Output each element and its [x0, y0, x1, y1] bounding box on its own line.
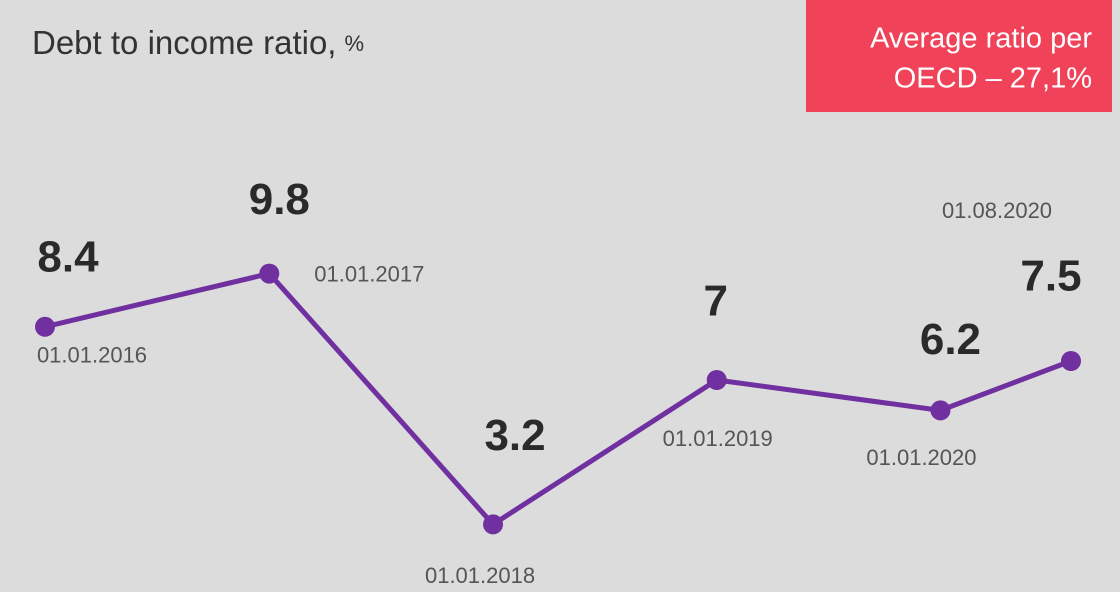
date-label: 01.01.2016 — [37, 343, 147, 368]
point — [706, 370, 727, 390]
annotation-line: Average ratio per — [870, 23, 1092, 55]
value-label: 9.8 — [249, 175, 310, 224]
point — [483, 514, 504, 535]
title-text: Debt to income ratio, — [32, 24, 336, 61]
annotation-line: OECD – 27,1% — [894, 63, 1092, 95]
chart-title: Debt to income ratio,% — [32, 24, 364, 61]
date-label: 01.01.2018 — [425, 563, 535, 588]
value-label: 6.2 — [920, 315, 981, 364]
value-label: 8.4 — [37, 232, 99, 281]
date-label: 01.01.2017 — [314, 261, 424, 286]
line — [44, 271, 1072, 527]
point — [259, 263, 280, 284]
title-unit: % — [344, 31, 364, 56]
point — [1061, 351, 1081, 371]
date-label: 01.08.2020 — [942, 198, 1052, 223]
point — [35, 316, 55, 337]
date-label: 01.01.2019 — [663, 426, 773, 451]
value-label: 7.5 — [1020, 252, 1081, 301]
annotation-box — [806, 0, 1112, 112]
value-label: 3.2 — [484, 411, 545, 460]
value-label: 7 — [703, 277, 727, 326]
point — [930, 400, 951, 421]
date-label: 01.01.2020 — [866, 445, 976, 470]
